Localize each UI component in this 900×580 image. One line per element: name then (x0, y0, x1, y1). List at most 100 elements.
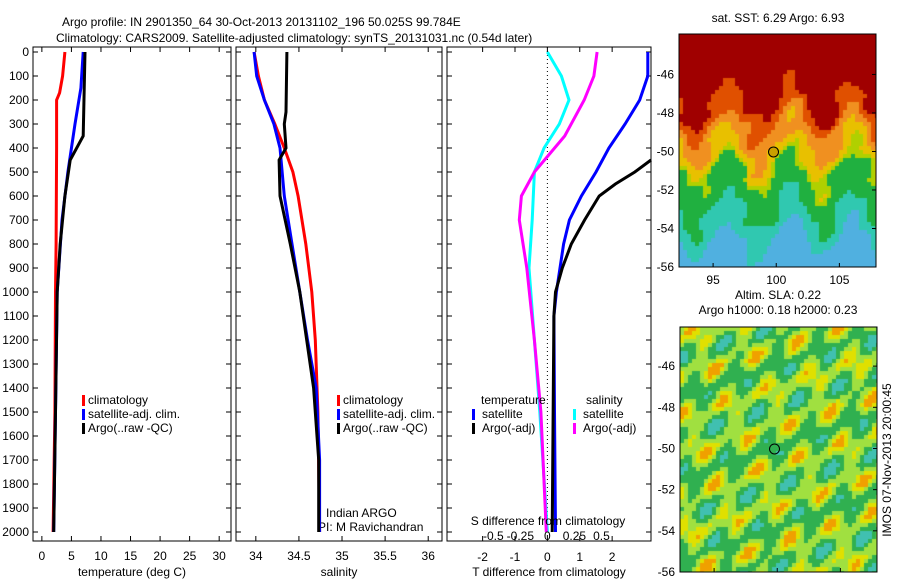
legend-title-salinity: salinity (586, 393, 623, 407)
lat-tick-label: -46 (658, 359, 676, 373)
series-t-satellite (552, 52, 650, 533)
lat-tick-label: -48 (658, 400, 676, 414)
lat-tick-label: -50 (658, 441, 676, 455)
legend-label: climatology (343, 393, 403, 407)
sla-map-title-2: Argo h1000: 0.18 h2000: 0.23 (699, 303, 858, 317)
legend-label: Argo(..raw -QC) (88, 421, 173, 435)
series-climatology (252, 51, 322, 533)
depth-tick-label: 500 (9, 165, 29, 179)
depth-tick-label: 1900 (2, 501, 29, 515)
legend-swatch (337, 395, 340, 406)
temperature-x-label: temperature (deg C) (78, 565, 186, 579)
x-tick-label: 5 (68, 549, 75, 563)
legend-title-temperature: temperature (481, 393, 546, 407)
x-tick-label: 1 (576, 550, 583, 564)
depth-tick-label: 1200 (2, 333, 29, 347)
depth-tick-label: 1800 (2, 477, 29, 491)
argo-float-marker (768, 146, 780, 158)
sla-map-image (680, 327, 877, 572)
depth-tick-label: 800 (9, 237, 29, 251)
depth-tick-label: 2000 (2, 525, 29, 539)
s-diff-label: S difference from climatology (471, 514, 626, 528)
depth-tick-label: 1000 (2, 285, 29, 299)
legend-swatch (472, 409, 475, 420)
depth-tick-label: 1500 (2, 405, 29, 419)
depth-tick-label: 700 (9, 213, 29, 227)
series-argo-raw-qc- (277, 51, 321, 532)
depth-tick-label: 300 (9, 117, 29, 131)
footer-stamp: IMOS 07-Nov-2013 20:00:45 (880, 383, 894, 537)
legend-swatch (337, 423, 340, 434)
depth-tick-label: 200 (9, 93, 29, 107)
legend-swatch (82, 409, 85, 420)
lon-tick-label: 100 (767, 578, 787, 580)
s-tick-label: 0 (544, 529, 551, 543)
difference-axes-box (446, 46, 652, 542)
x-tick-label: 35 (335, 549, 349, 563)
legend-swatch (82, 395, 85, 406)
legend-swatch (337, 409, 340, 420)
lon-tick-label: 95 (707, 578, 721, 580)
x-tick-label: 35.5 (373, 549, 397, 563)
lon-tick-label: 100 (766, 273, 786, 287)
legend-label: Argo(-adj) (482, 421, 535, 435)
x-tick-label: 30 (212, 549, 226, 563)
depth-tick-label: 1400 (2, 381, 29, 395)
lat-tick-label: -52 (658, 483, 676, 497)
lat-tick-label: -54 (657, 221, 675, 235)
salinity-x-label: salinity (321, 565, 358, 579)
legend-label: climatology (88, 393, 148, 407)
title-line-2: Climatology: CARS2009. Satellite-adjuste… (56, 31, 532, 45)
legend-label: satellite-adj. clim. (343, 407, 435, 421)
x-tick-label: 20 (153, 549, 167, 563)
credit-line-1: Indian ARGO (326, 506, 397, 520)
x-tick-label: 15 (124, 549, 138, 563)
argo-float-marker (769, 443, 781, 455)
sla-map-frame (679, 326, 878, 573)
depth-tick-label: 1300 (2, 357, 29, 371)
depth-tick-label: 600 (9, 189, 29, 203)
temperature-axes-box (32, 46, 232, 542)
sst-map-frame (678, 33, 877, 268)
x-tick-label: 34 (249, 549, 263, 563)
depth-tick-label: 400 (9, 141, 29, 155)
series-satellite-adj-clim- (252, 51, 322, 532)
depth-tick-label: 1100 (3, 309, 29, 323)
credit-line-2: PI: M Ravichandran (318, 520, 423, 534)
sla-map-title-1: Altim. SLA: 0.22 (735, 288, 821, 302)
lat-tick-label: -46 (657, 67, 675, 81)
legend-swatch (472, 423, 475, 434)
x-tick-label: 36 (422, 549, 436, 563)
depth-tick-label: 1600 (2, 429, 29, 443)
depth-tick-label: 100 (9, 69, 29, 83)
x-tick-label: 0 (39, 549, 46, 563)
legend-swatch (82, 423, 85, 434)
depth-tick-label: 0 (22, 45, 29, 59)
depth-tick-label: 1700 (2, 453, 29, 467)
legend-label: satellite (482, 407, 523, 421)
legend-label: satellite-adj. clim. (88, 407, 180, 421)
lat-tick-label: -48 (657, 106, 675, 120)
title-line-1: Argo profile: IN 2901350_64 30-Oct-2013 … (62, 15, 461, 29)
legend-label: satellite (583, 407, 624, 421)
sst-map-title: sat. SST: 6.29 Argo: 6.93 (712, 11, 845, 25)
x-tick-label: -2 (477, 550, 488, 564)
series-s-satellite (527, 51, 571, 533)
salinity-axes-box (235, 46, 443, 542)
series-t-argo (550, 158, 652, 533)
lat-tick-label: -50 (657, 144, 675, 158)
x-tick-label: 0 (544, 550, 551, 564)
s-tick-label: -0.5 (483, 529, 504, 543)
legend-swatch (573, 423, 576, 434)
lon-tick-label: 105 (830, 578, 850, 580)
s-tick-label: 0.5 (593, 529, 610, 543)
series-s-argo (517, 51, 599, 533)
s-tick-label: -0.25 (507, 529, 535, 543)
lat-tick-label: -54 (658, 524, 676, 538)
x-tick-label: 25 (183, 549, 197, 563)
x-tick-label: 34.5 (287, 549, 311, 563)
legend-swatch (573, 409, 576, 420)
x-tick-label: -1 (510, 550, 521, 564)
